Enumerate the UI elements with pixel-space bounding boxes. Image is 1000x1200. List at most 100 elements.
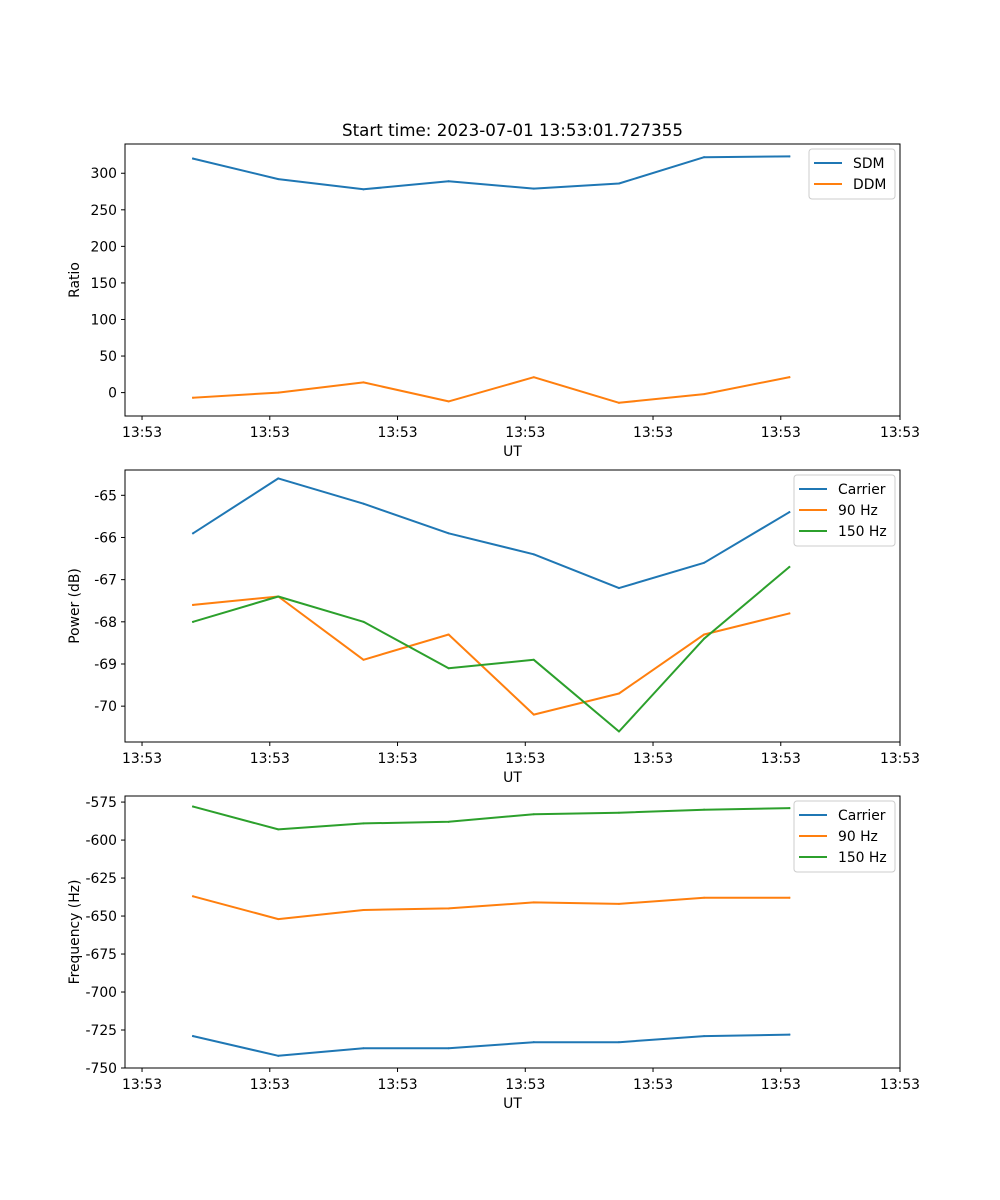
x-tick-label: 13:53 bbox=[505, 1077, 545, 1093]
data-point bbox=[447, 1047, 450, 1050]
series-line-90-hz bbox=[192, 595, 791, 716]
legend-label: Carrier bbox=[838, 808, 886, 824]
plot-frame bbox=[124, 469, 901, 743]
data-point bbox=[788, 896, 791, 899]
data-point bbox=[192, 396, 195, 399]
data-point bbox=[703, 896, 706, 899]
y-tick-label: -700 bbox=[85, 985, 117, 1001]
data-point bbox=[447, 633, 450, 636]
data-point bbox=[192, 603, 195, 606]
data-point bbox=[532, 658, 535, 661]
data-point bbox=[192, 157, 195, 160]
legend-label: 90 Hz bbox=[838, 503, 878, 519]
chart-panel-2: -70 -69 -68 -67 -66 -65 13:53 13:53 13:53 13:53 13… bbox=[67, 469, 920, 786]
data-point bbox=[703, 1035, 706, 1038]
y-tick-label: 0 bbox=[108, 386, 117, 402]
chart-panel-3: -750 -725 -700 -675 -650 -625 -600 -575 13:53 13:… bbox=[67, 795, 920, 1112]
data-point bbox=[617, 587, 620, 590]
data-point bbox=[617, 811, 620, 814]
y-tick-label: -750 bbox=[85, 1061, 117, 1077]
plot-frame bbox=[124, 143, 901, 417]
data-point bbox=[362, 658, 365, 661]
legend: SDM DDM bbox=[808, 148, 896, 200]
legend-label: 150 Hz bbox=[838, 850, 887, 866]
x-axis-title: UT bbox=[503, 444, 522, 460]
y-axis-title: Power (dB) bbox=[67, 568, 83, 644]
data-point bbox=[703, 808, 706, 811]
data-point bbox=[277, 477, 280, 480]
y-tick-label: 50 bbox=[99, 349, 117, 365]
data-point bbox=[362, 381, 365, 384]
x-tick-label: 13:53 bbox=[250, 1077, 290, 1093]
chart-title: Start time: 2023-07-01 13:53:01.727355 bbox=[342, 120, 683, 140]
y-tick-label: 100 bbox=[90, 312, 117, 328]
data-point bbox=[192, 895, 195, 898]
series-line-150-hz bbox=[191, 805, 791, 831]
data-point bbox=[532, 376, 535, 379]
x-tick-label: 13:53 bbox=[122, 751, 162, 767]
y-axis-title: Ratio bbox=[67, 262, 83, 298]
x-tick-label: 13:53 bbox=[122, 1077, 162, 1093]
legend-box bbox=[793, 800, 896, 873]
x-tick-label: 13:53 bbox=[505, 425, 545, 441]
data-point bbox=[447, 907, 450, 910]
data-point bbox=[617, 730, 620, 733]
series-line-90-hz bbox=[191, 895, 791, 921]
legend-label: DDM bbox=[853, 177, 886, 193]
data-point bbox=[447, 820, 450, 823]
data-point bbox=[788, 155, 791, 158]
data-point bbox=[532, 1041, 535, 1044]
y-axis-title: Frequency (Hz) bbox=[67, 880, 83, 985]
x-tick-label: 13:53 bbox=[505, 751, 545, 767]
data-point bbox=[277, 391, 280, 394]
x-axis-title: UT bbox=[503, 770, 522, 786]
data-point bbox=[192, 805, 195, 808]
data-point bbox=[362, 620, 365, 623]
data-point bbox=[447, 180, 450, 183]
data-point bbox=[617, 1041, 620, 1044]
data-point bbox=[617, 902, 620, 905]
data-point bbox=[447, 667, 450, 670]
series-line-ddm bbox=[192, 376, 791, 404]
data-point bbox=[703, 633, 706, 636]
data-point bbox=[532, 813, 535, 816]
data-point bbox=[277, 828, 280, 831]
data-point bbox=[703, 637, 706, 640]
data-point bbox=[788, 612, 791, 615]
data-point bbox=[277, 918, 280, 921]
data-point bbox=[788, 565, 791, 568]
data-point bbox=[703, 156, 706, 159]
x-tick-label: 13:53 bbox=[250, 425, 290, 441]
x-tick-label: 13:53 bbox=[378, 425, 418, 441]
data-point bbox=[362, 188, 365, 191]
legend-box bbox=[793, 474, 896, 547]
x-tick-label: 13:53 bbox=[122, 425, 162, 441]
y-tick-label: 150 bbox=[90, 276, 117, 292]
x-tick-label: 13:53 bbox=[880, 1077, 920, 1093]
y-tick-label: 300 bbox=[90, 166, 117, 182]
legend-label: Carrier bbox=[838, 482, 886, 498]
series-line-carrier bbox=[191, 1033, 791, 1057]
data-point bbox=[703, 561, 706, 564]
data-point bbox=[362, 502, 365, 505]
x-tick-label: 13:53 bbox=[633, 751, 673, 767]
x-tick-label: 13:53 bbox=[378, 751, 418, 767]
y-tick-label: -600 bbox=[85, 833, 117, 849]
legend: Carrier 90 Hz 150 Hz bbox=[793, 800, 896, 873]
data-point bbox=[788, 807, 791, 810]
data-point bbox=[447, 532, 450, 535]
x-tick-label: 13:53 bbox=[761, 1077, 801, 1093]
y-tick-label: -67 bbox=[94, 573, 117, 589]
series-line-150-hz bbox=[191, 565, 791, 733]
data-point bbox=[362, 1047, 365, 1050]
legend-label: SDM bbox=[853, 156, 885, 172]
x-tick-label: 13:53 bbox=[761, 425, 801, 441]
data-point bbox=[532, 713, 535, 716]
legend-label: 150 Hz bbox=[838, 524, 887, 540]
y-tick-label: 250 bbox=[90, 203, 117, 219]
data-point bbox=[362, 822, 365, 825]
x-axis-title: UT bbox=[503, 1096, 522, 1112]
data-point bbox=[192, 620, 195, 623]
data-point bbox=[447, 400, 450, 403]
